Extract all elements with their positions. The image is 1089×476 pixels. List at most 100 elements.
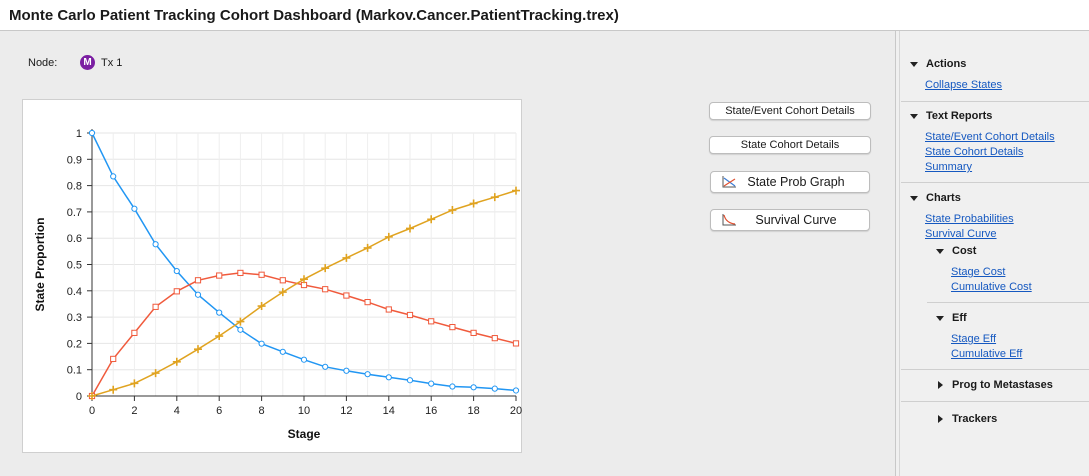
state-cohort-details-link[interactable]: State Cohort Details — [925, 146, 1024, 158]
data-point-dead — [172, 357, 181, 366]
data-point-local-cancer — [88, 129, 96, 137]
survival-curve-link[interactable]: Survival Curve — [925, 228, 997, 240]
survival-curve-label: Survival Curve — [755, 213, 837, 227]
sidebar-divider — [901, 182, 1089, 183]
x-tick-label: 4 — [174, 405, 180, 417]
collapse-states-link[interactable]: Collapse States — [925, 79, 1003, 91]
data-point-dead — [236, 317, 245, 326]
cumulative-cost-link[interactable]: Cumulative Cost — [951, 281, 1032, 293]
data-point-dead — [215, 332, 224, 341]
survival-curve-button[interactable]: Survival Curve — [710, 209, 870, 231]
y-axis-label: State Proportion — [33, 217, 47, 311]
data-point-dead — [427, 215, 436, 224]
x-tick-label: 10 — [298, 405, 310, 417]
x-tick-label: 2 — [131, 405, 137, 417]
data-point-metastases — [173, 288, 180, 295]
charts-heading: Charts — [926, 192, 961, 204]
summary-link[interactable]: Summary — [925, 161, 973, 173]
state-probability-chart: 0 0.1 0.2 0.3 0.4 0.5 0.6 0.7 0.8 0.9 1 0 2 4 6 8 10 12 14… — [22, 99, 522, 453]
data-point-metastases — [279, 277, 286, 284]
data-point-dead — [278, 288, 287, 297]
x-tick-label: 0 — [89, 405, 95, 417]
cumulative-eff-link[interactable]: Cumulative Eff — [951, 348, 1023, 360]
data-point-metastases — [406, 311, 414, 319]
eff-collapse-icon[interactable] — [936, 316, 944, 321]
data-point-local-cancer — [428, 380, 435, 387]
state-probabilities-link[interactable]: State Probabilities — [925, 213, 1014, 225]
node-label: Node: — [28, 57, 58, 69]
y-tick-label: 0.2 — [67, 338, 82, 350]
data-point-dead — [151, 369, 160, 378]
cost-collapse-icon[interactable] — [936, 249, 944, 254]
title-bar: Monte Carlo Patient Tracking Cohort Dash… — [0, 0, 1089, 31]
prog-to-metastases-heading[interactable]: Prog to Metastases — [952, 379, 1053, 391]
data-point-metastases — [428, 318, 435, 325]
data-point-dead — [88, 392, 96, 400]
sidebar — [895, 31, 1089, 476]
stage-eff-link[interactable]: Stage Eff — [951, 333, 997, 345]
y-tick-label: 0.5 — [67, 260, 82, 272]
data-point-dead — [342, 253, 351, 262]
data-point-metastases — [512, 340, 520, 347]
x-tick-label: 14 — [383, 405, 395, 417]
state-event-cohort-details-link[interactable]: State/Event Cohort Details — [925, 131, 1055, 143]
eff-heading: Eff — [952, 312, 967, 324]
y-tick-label: 0 — [76, 391, 82, 403]
data-point-local-cancer — [364, 371, 371, 378]
data-point-local-cancer — [194, 291, 202, 298]
data-point-metastases — [110, 355, 117, 363]
text-reports-heading: Text Reports — [926, 110, 993, 122]
data-point-metastases — [364, 299, 371, 306]
state-event-cohort-details-button[interactable]: State/Event Cohort Details — [709, 102, 871, 120]
trackers-heading[interactable]: Trackers — [952, 413, 998, 425]
state-prob-graph-label: State Prob Graph — [747, 175, 845, 189]
data-point-local-cancer — [512, 387, 520, 394]
y-tick-label: 0.9 — [67, 154, 82, 166]
x-tick-label: 12 — [340, 405, 352, 417]
data-point-metastases — [385, 306, 392, 313]
y-tick-label: 0.7 — [67, 207, 82, 219]
prog-to-metastases-expand-icon[interactable] — [938, 381, 943, 389]
markov-node-icon: M — [80, 55, 95, 70]
sidebar-divider — [901, 401, 1089, 402]
cost-heading: Cost — [952, 245, 977, 257]
x-tick-label: 18 — [467, 405, 479, 417]
data-point-dead — [257, 302, 266, 311]
data-point-dead — [300, 275, 308, 284]
data-point-dead — [448, 206, 457, 215]
state-cohort-details-button[interactable]: State Cohort Details — [709, 136, 871, 154]
y-tick-label: 0.4 — [67, 286, 82, 298]
data-point-local-cancer — [322, 363, 329, 370]
survival-curve-icon — [722, 214, 736, 226]
text-reports-collapse-icon[interactable] — [910, 114, 918, 119]
data-point-metastases — [343, 292, 350, 299]
actions-collapse-icon[interactable] — [910, 62, 918, 67]
x-tick-label: 20 — [510, 405, 522, 417]
data-point-local-cancer — [131, 205, 138, 212]
data-point-dead — [194, 345, 202, 354]
data-point-local-cancer — [258, 340, 265, 347]
state-prob-graph-button[interactable]: State Prob Graph — [710, 171, 870, 193]
stage-cost-link[interactable]: Stage Cost — [951, 266, 1006, 278]
data-point-local-cancer — [110, 173, 117, 180]
y-tick-label: 1 — [76, 128, 82, 140]
data-point-dead — [130, 379, 139, 388]
x-tick-label: 6 — [216, 405, 222, 417]
data-point-dead — [469, 199, 478, 208]
data-point-local-cancer — [152, 241, 159, 248]
trackers-expand-icon[interactable] — [938, 415, 943, 423]
data-point-local-cancer — [300, 356, 308, 363]
data-point-dead — [490, 193, 499, 202]
data-point-metastases — [152, 303, 159, 310]
data-point-dead — [406, 224, 414, 233]
data-point-local-cancer — [343, 367, 350, 374]
charts-collapse-icon[interactable] — [910, 196, 918, 201]
y-tick-label: 0.6 — [67, 233, 82, 245]
data-point-metastases — [216, 272, 223, 279]
actions-heading: Actions — [926, 58, 967, 70]
data-point-metastases — [470, 329, 477, 336]
data-point-local-cancer — [406, 377, 414, 384]
x-axis-label: Stage — [288, 427, 321, 441]
x-tick-label: 8 — [259, 405, 265, 417]
window-title: Monte Carlo Patient Tracking Cohort Dash… — [9, 7, 619, 24]
